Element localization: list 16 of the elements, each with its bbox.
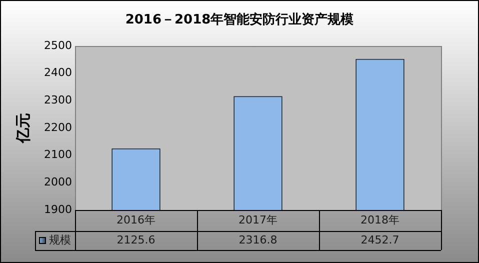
y-tick-label: 2000	[44, 176, 72, 189]
data-label: 2125.6	[116, 233, 156, 246]
x-tick-label: 2016年	[116, 213, 156, 226]
y-tick-label: 2500	[44, 38, 72, 52]
y-tick-label: 1900	[44, 202, 72, 216]
legend-label: 规模	[49, 233, 71, 246]
y-tick-label: 2400	[44, 66, 72, 80]
data-label: 2452.7	[360, 233, 400, 246]
y-tick-label: 2200	[44, 120, 72, 134]
x-tick-label: 2017年	[238, 213, 278, 226]
y-tick-label: 2100	[44, 148, 72, 162]
y-axis-title: 亿元	[14, 113, 32, 144]
x-tick-label: 2018年	[360, 213, 400, 226]
y-tick-label: 2300	[44, 94, 72, 107]
chart-title: 2016－2018年智能安防行业资产规模	[125, 11, 354, 28]
data-label: 2316.8	[238, 233, 278, 246]
